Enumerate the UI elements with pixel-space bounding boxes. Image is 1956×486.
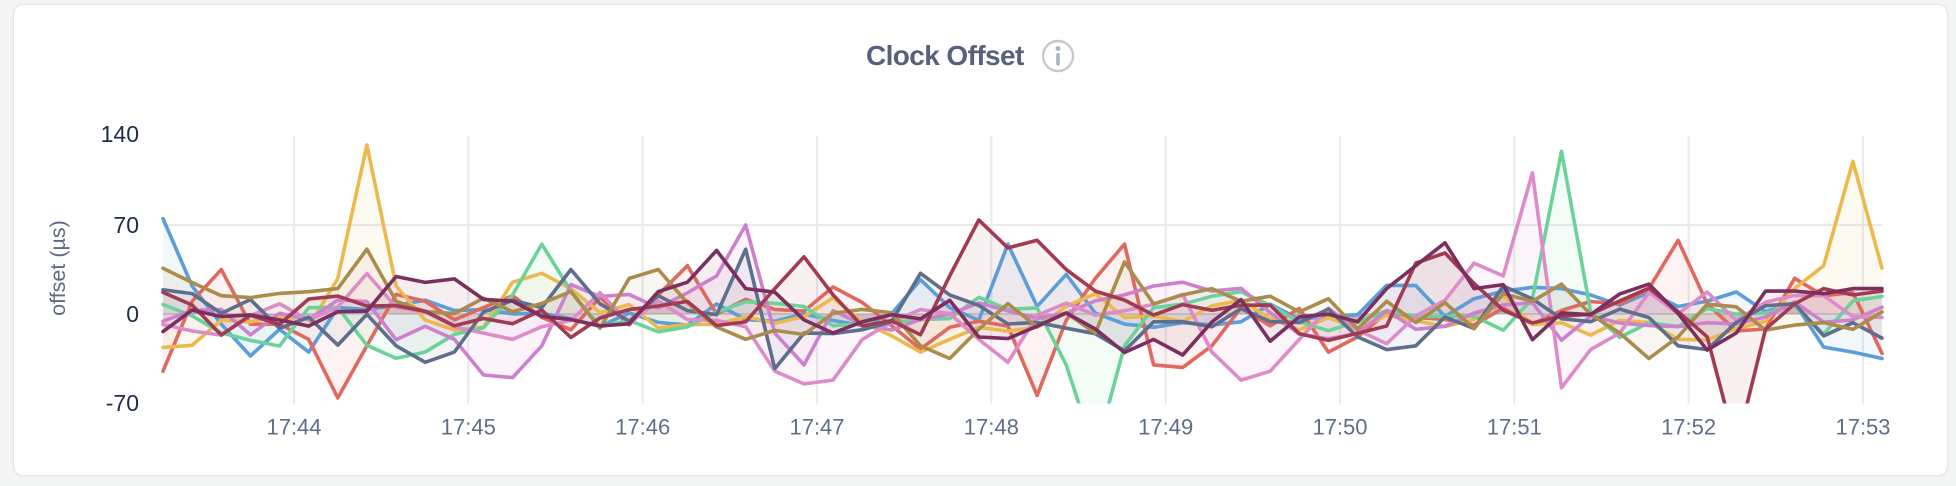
svg-text:17:47: 17:47 xyxy=(789,415,844,440)
svg-text:17:46: 17:46 xyxy=(615,415,670,440)
svg-text:17:44: 17:44 xyxy=(266,415,321,440)
svg-text:70: 70 xyxy=(113,212,139,238)
svg-text:17:53: 17:53 xyxy=(1835,415,1890,440)
svg-text:17:51: 17:51 xyxy=(1487,415,1542,440)
svg-text:17:48: 17:48 xyxy=(964,415,1019,440)
svg-text:-70: -70 xyxy=(106,390,139,416)
svg-text:17:52: 17:52 xyxy=(1661,415,1716,440)
svg-text:17:45: 17:45 xyxy=(441,415,496,440)
svg-text:offset (µs): offset (µs) xyxy=(46,220,70,316)
svg-text:17:49: 17:49 xyxy=(1138,415,1193,440)
svg-text:0: 0 xyxy=(126,301,139,327)
svg-text:17:50: 17:50 xyxy=(1312,415,1367,440)
svg-text:140: 140 xyxy=(101,121,139,147)
